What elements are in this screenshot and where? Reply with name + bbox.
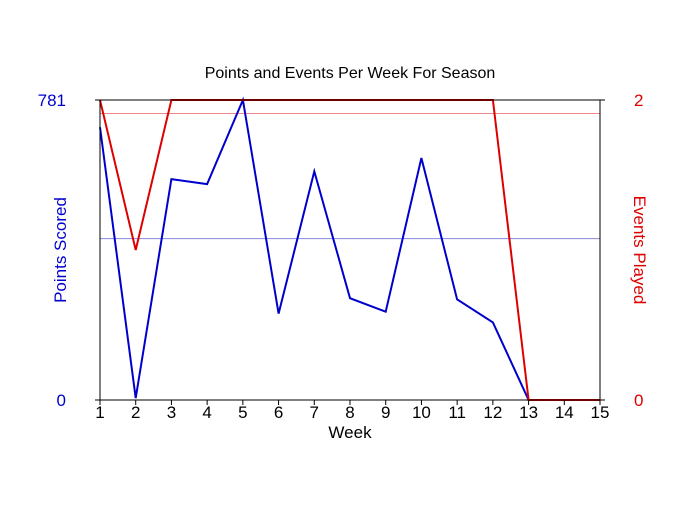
x-tick-label: 3 <box>167 403 176 422</box>
x-tick-label: 9 <box>381 403 390 422</box>
right-y-axis-label: Events Played <box>630 196 649 305</box>
x-tick-label: 4 <box>202 403 211 422</box>
x-tick-label: 14 <box>555 403 574 422</box>
x-tick-label: 5 <box>238 403 247 422</box>
right-y-tick-label: 2 <box>634 91 643 110</box>
left-y-tick-label: 781 <box>38 91 66 110</box>
left-y-axis-ticks: 0 781 <box>38 91 100 410</box>
x-tick-label: 15 <box>591 403 610 422</box>
x-tick-label: 8 <box>345 403 354 422</box>
x-axis-label: Week <box>328 423 372 442</box>
x-tick-label: 7 <box>310 403 319 422</box>
x-tick-label: 2 <box>131 403 140 422</box>
x-tick-label: 6 <box>274 403 283 422</box>
series-line-points-scored <box>99 96 600 401</box>
x-axis-ticks: 1 2 3 4 5 6 7 8 9 10 11 12 13 14 15 <box>95 400 609 422</box>
left-y-axis-label: Points Scored <box>51 197 70 303</box>
reference-lines <box>100 113 600 240</box>
x-tick-label: 10 <box>412 403 431 422</box>
series-lines <box>99 96 600 401</box>
x-tick-label: 12 <box>483 403 502 422</box>
right-y-axis-ticks: 02 <box>600 91 643 410</box>
chart-title: Points and Events Per Week For Season <box>205 65 496 82</box>
right-y-tick-label: 0 <box>634 391 643 410</box>
left-y-tick-label: 0 <box>57 391 66 410</box>
x-tick-label: 13 <box>519 403 538 422</box>
x-tick-label: 1 <box>95 403 104 422</box>
plot-frame <box>99 99 601 401</box>
series-line-events-played <box>99 99 600 401</box>
x-tick-label: 11 <box>448 403 466 422</box>
